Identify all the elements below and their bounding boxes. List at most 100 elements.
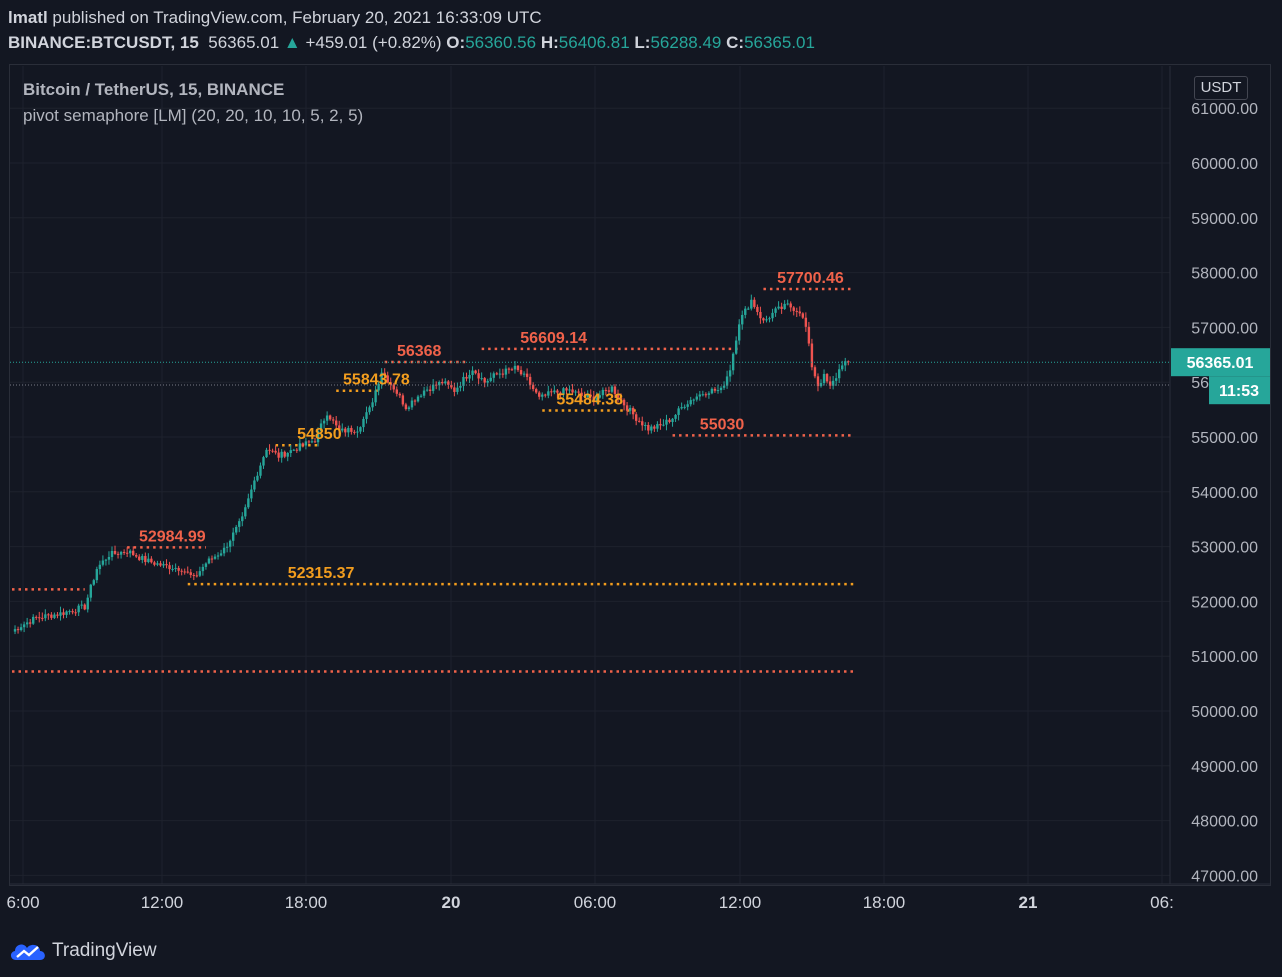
candle-body (216, 555, 220, 557)
indicator-label[interactable]: pivot semaphore [LM] (20, 20, 10, 10, 5,… (23, 106, 364, 125)
price-badges: 56365.01 11:53 (10, 348, 1270, 405)
candle-body (207, 558, 211, 564)
candle-body (486, 380, 489, 383)
author-name[interactable]: lmatl (8, 8, 48, 27)
candle-body (89, 584, 92, 598)
open-label: O: (446, 33, 466, 52)
candle-body (313, 441, 317, 443)
candle-body (577, 391, 580, 393)
candle-body (316, 430, 320, 443)
candle-body (356, 431, 359, 433)
candle-body (616, 393, 620, 398)
candle-body (441, 381, 444, 384)
price-tick-label: 48000.00 (1191, 814, 1258, 831)
candle-body (589, 394, 592, 397)
candle-body (141, 555, 144, 560)
candle-body (177, 567, 180, 571)
last-price: 56365.01 (208, 33, 280, 52)
candle-body (786, 303, 789, 305)
tradingview-brand[interactable]: TradingView (8, 936, 157, 966)
candle-body (841, 365, 844, 370)
candle-body (277, 452, 280, 458)
close-value: 56365.01 (744, 33, 815, 52)
candle-body (816, 376, 820, 387)
candle-body (568, 389, 571, 391)
candle-body (116, 553, 120, 555)
candle-body (365, 412, 368, 419)
price-tick-label: 47000.00 (1191, 868, 1258, 885)
candle-body (610, 386, 614, 392)
candle-body (56, 614, 59, 616)
candle-body (468, 374, 471, 379)
candle-body (565, 388, 568, 391)
candle-body (810, 343, 814, 368)
price-axis: 47000.00 48000.00 49000.00 50000.00 51000.00… (1191, 101, 1258, 885)
chart-title[interactable]: Bitcoin / TetherUS, 15, BINANCE (23, 80, 285, 99)
pivot-label: 56368 (397, 343, 442, 360)
candle-body (344, 428, 347, 433)
candle-body (753, 299, 756, 307)
price-tick-label: 50000.00 (1191, 704, 1258, 721)
candle-body (762, 318, 765, 321)
candle-body (710, 388, 714, 394)
candle-body (92, 580, 96, 585)
candle-body (425, 389, 429, 391)
candle-body (725, 376, 729, 386)
candle-body (750, 299, 753, 309)
candle-body (362, 418, 365, 428)
candle-body (650, 426, 653, 431)
candle-body (168, 565, 171, 570)
candle-body (628, 407, 632, 411)
candle-body (271, 450, 274, 452)
candle-body (698, 394, 702, 397)
time-tick-label: 6:00 (6, 893, 39, 912)
candle-body (238, 521, 241, 527)
candle-body (668, 419, 671, 422)
time-tick-label: 18:00 (863, 893, 906, 912)
price-tick-label: 61000.00 (1191, 101, 1258, 118)
candle-body (798, 311, 801, 314)
candle-body (374, 390, 377, 403)
candle-body (483, 378, 486, 383)
candle-body (656, 424, 659, 429)
candle-body (253, 480, 256, 490)
candle-body (359, 427, 362, 432)
candle-body (283, 451, 286, 457)
candle-body (189, 572, 192, 575)
candle-body (819, 383, 823, 387)
candle-body (619, 397, 623, 400)
candle-body (553, 390, 556, 393)
ohlc-line: BINANCE:BTCUSDT, 15 56365.01 ▲ +459.01 (… (8, 33, 815, 53)
candle-body (171, 568, 174, 570)
candle-body (428, 389, 432, 391)
candle-body (719, 387, 723, 391)
candle-body (219, 553, 223, 556)
candle-body (35, 616, 38, 618)
candle-body (44, 614, 47, 619)
candle-body (677, 408, 680, 415)
candle-body (837, 369, 841, 379)
price-change: +459.01 (+0.82%) (305, 33, 442, 52)
candle-body (641, 421, 644, 426)
candle-body (307, 441, 311, 443)
candle-body (335, 420, 338, 426)
candle-body (350, 427, 353, 432)
candle-body (680, 407, 683, 409)
candle-body (125, 552, 129, 554)
candle-body (28, 622, 32, 624)
currency-button[interactable]: USDT (1194, 76, 1248, 100)
price-tick-label: 58000.00 (1191, 266, 1258, 283)
publish-line: lmatl published on TradingView.com, Febr… (8, 8, 542, 28)
candle-body (147, 558, 150, 563)
candle-body (728, 370, 732, 377)
price-tick-label: 59000.00 (1191, 211, 1258, 228)
candle-body (186, 571, 189, 573)
candle-body (471, 370, 474, 375)
candle-body (19, 627, 23, 631)
countdown-badge-bg (1209, 376, 1270, 405)
brand-name: TradingView (52, 940, 157, 961)
candle-body (38, 617, 41, 619)
candle-body (416, 396, 420, 402)
candle-body (541, 394, 544, 397)
